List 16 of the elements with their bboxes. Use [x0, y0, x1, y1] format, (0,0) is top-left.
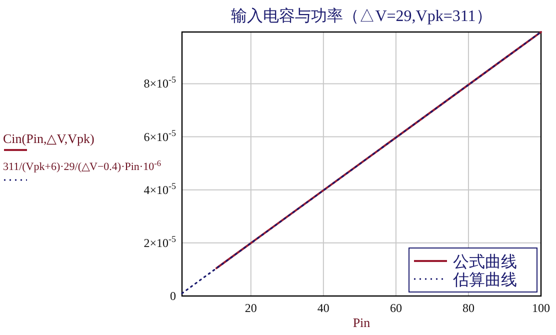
y-tick-label: 0: [170, 289, 176, 303]
y-tick-label: 4×10$^{-5}$: [144, 180, 176, 197]
text: 311/(Vpk+6)·29/(△V−0.4)·Pin·10$^{-6}$: [3, 158, 161, 173]
chart-title: 输入电容与功率（△V=29,Vpk=311）: [231, 7, 492, 25]
x-tick-label: 60: [390, 301, 402, 315]
x-tick-label: 80: [462, 301, 474, 315]
x-tick-label: 40: [317, 301, 330, 315]
y-tick-label: 6×10$^{-5}$: [144, 128, 176, 144]
y-tick-label: 8×10$^{-5}$: [144, 74, 176, 91]
x-axis-title: Pin: [352, 315, 371, 330]
x-tick-label: 20: [244, 301, 257, 315]
x-tick-label: 100: [532, 301, 550, 315]
legend-label: 估算曲线: [452, 271, 517, 289]
legend-label: 公式曲线: [453, 253, 517, 271]
y-axis-title: Cin(Pin,△V,Vpk): [3, 131, 94, 146]
y-tick-label: 2×10$^{-5}$: [144, 234, 176, 250]
